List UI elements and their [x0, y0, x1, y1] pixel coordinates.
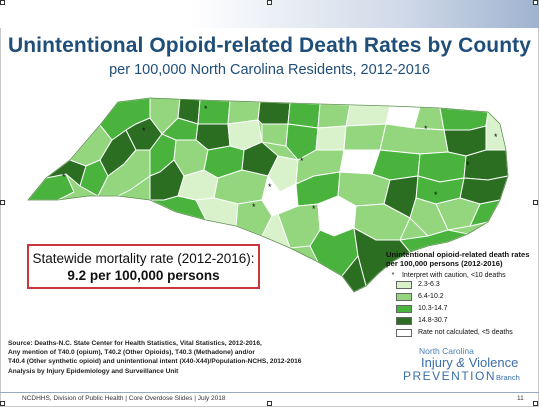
logo-word-branch: Branch: [496, 373, 520, 382]
legend-label: 10.3-14.7: [418, 305, 448, 312]
svg-text:*: *: [142, 126, 146, 136]
resize-handle-top-right[interactable]: [533, 0, 538, 5]
resize-handle-middle-right[interactable]: [533, 200, 538, 205]
legend-label: 6.4-10.2: [418, 293, 444, 300]
statewide-rate-value: 9.2 per 100,000 persons: [67, 268, 220, 283]
logo-state: North Carolina: [419, 346, 474, 356]
svg-text:*: *: [62, 172, 66, 182]
nc-state-outline: [27, 97, 509, 293]
logo-name: Injury & Violence: [403, 356, 535, 370]
logo-word-violence: Violence: [468, 355, 519, 370]
caution-markers: * * * * * * * * * * *: [62, 104, 498, 214]
legend-caution-note: * Interpret with caution, <10 deaths: [386, 272, 534, 279]
legend-caution-marker: *: [391, 272, 395, 279]
injury-violence-prevention-logo: North Carolina Injury & Violence PREVENT…: [403, 346, 535, 384]
statewide-rate-box: Statewide mortality rate (2012-2016): 9.…: [27, 244, 260, 289]
legend-item-1: 2.3-6.3: [386, 280, 534, 291]
legend-caution-text: Interpret with caution, <10 deaths: [401, 272, 506, 279]
svg-text:*: *: [300, 156, 304, 166]
source-line: T40.4 (Other synthetic opioid) and unint…: [8, 358, 302, 366]
logo-ampersand: &: [456, 355, 466, 370]
svg-text:*: *: [466, 160, 470, 170]
legend-label: Rate not calculated, <5 deaths: [418, 329, 513, 336]
resize-handle-bottom-center[interactable]: [267, 401, 272, 406]
resize-handle-top-left[interactable]: [0, 0, 5, 5]
slide-footer: NCDHHS, Division of Public Health | Core…: [22, 395, 226, 402]
legend-item-5: Rate not calculated, <5 deaths: [386, 328, 534, 339]
svg-text:*: *: [204, 104, 208, 114]
svg-text:*: *: [252, 202, 256, 212]
legend-item-3: 10.3-14.7: [386, 304, 534, 315]
resize-handle-bottom-right[interactable]: [533, 401, 538, 406]
source-note: Source: Deaths-N.C. State Center for Hea…: [8, 339, 353, 376]
source-line: Source: Deaths-N.C. State Center for Hea…: [8, 340, 262, 347]
resize-handle-top-center[interactable]: [267, 0, 272, 5]
legend-item-4: 14.8-30.7: [386, 316, 534, 327]
legend-title: Unintentional opioid-related death rates…: [386, 250, 530, 268]
legend-label: 2.3-6.3: [418, 281, 440, 288]
logo-prevention: PREVENTIONBranch: [403, 370, 535, 384]
logo-word-injury: Injury: [421, 355, 453, 370]
resize-handle-middle-left[interactable]: [0, 200, 5, 205]
svg-text:*: *: [434, 190, 438, 200]
logo-word-prevention: PREVENTION: [403, 369, 497, 383]
map-legend: Unintentional opioid-related death rates…: [386, 250, 534, 339]
legend-item-2: 6.4-10.2: [386, 292, 534, 303]
legend-swatch: [396, 293, 412, 301]
svg-text:*: *: [312, 204, 316, 214]
statewide-rate-label: Statewide mortality rate (2012-2016):: [32, 251, 255, 266]
legend-label: 14.8-30.7: [418, 317, 448, 324]
legend-swatch: [396, 329, 412, 337]
source-line: Analysis by Injury Epidemiology and Surv…: [8, 367, 179, 375]
resize-handle-bottom-left[interactable]: [0, 401, 5, 406]
svg-text:*: *: [424, 124, 428, 134]
source-line: Any mention of T40.0 (opium), T40.2 (Oth…: [8, 349, 255, 357]
footer-divider: [0, 392, 539, 393]
legend-swatch: [396, 305, 412, 313]
svg-text:*: *: [268, 182, 272, 192]
slide-title: Unintentional Opioid-related Death Rates…: [7, 34, 532, 57]
slide-subtitle: per 100,000 North Carolina Residents, 20…: [109, 62, 430, 78]
svg-text:*: *: [494, 132, 498, 142]
legend-swatch: [396, 281, 412, 289]
slide-page-number: 11: [517, 395, 524, 402]
legend-swatch: [396, 317, 412, 325]
